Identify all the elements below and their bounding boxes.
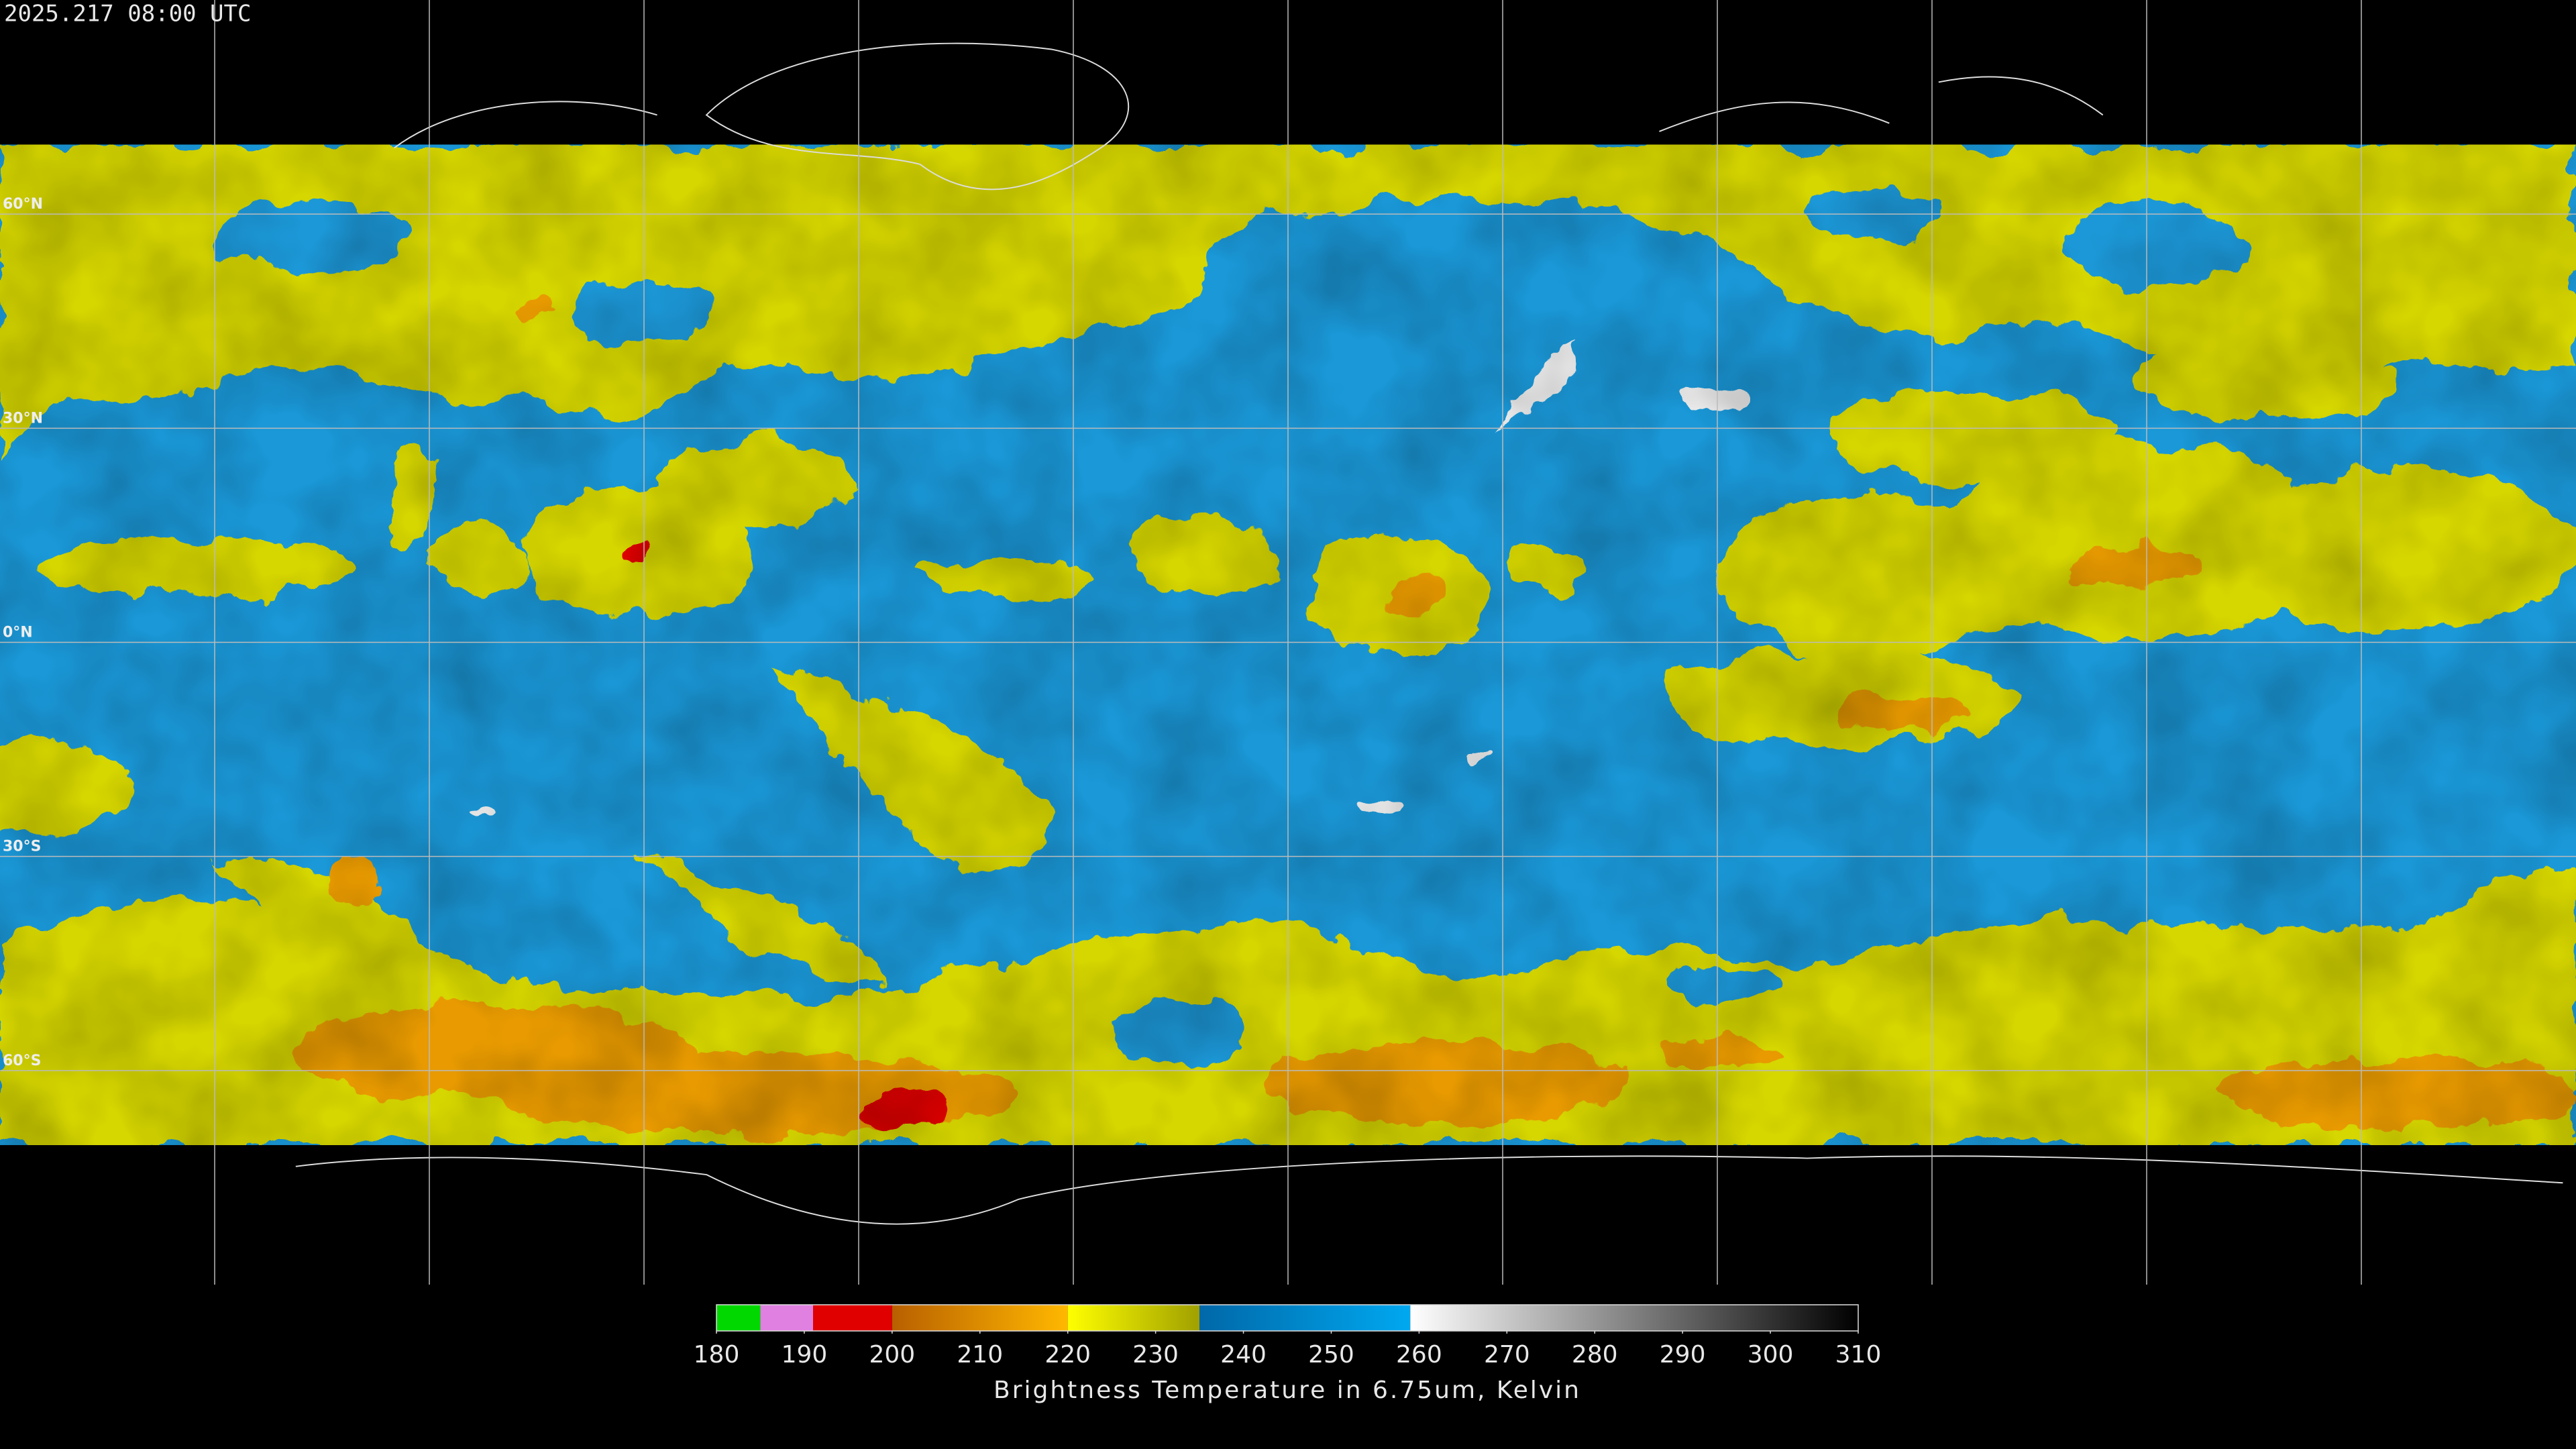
colorbar-segment [716,1305,761,1331]
lat-label: 30°N [3,410,43,427]
colorbar-segment [760,1305,814,1331]
graticule: 60°N 30°N 0°N 30°S 60°S [0,0,2576,1285]
colorbar-tick-label: 270 [1484,1341,1530,1368]
colorbar-tick-label: 280 [1572,1341,1618,1368]
colorbar-segment [892,1305,1068,1331]
colorbar-segment [813,1305,892,1331]
colorbar-title: Brightness Temperature in 6.75um, Kelvin [994,1377,1581,1404]
colorbar-tick-label: 300 [1748,1341,1794,1368]
colorbar-tick-label: 210 [957,1341,1003,1368]
lat-label: 0°N [3,625,33,641]
timestamp: 2025.217 08:00 UTC [4,1,251,28]
lat-label: 60°N [3,196,43,213]
colorbar-tick-label: 190 [782,1341,828,1368]
colorbar-segment [1067,1305,1200,1331]
colorbar-tick-label: 180 [694,1341,740,1368]
colorbar-tick-label: 220 [1044,1341,1091,1368]
colorbar-tick-label: 260 [1396,1341,1442,1368]
colorbar-tick-label: 200 [869,1341,915,1368]
colorbar-frame [716,1304,1859,1332]
colorbar-tick-label: 290 [1660,1341,1706,1368]
lat-label: 60°S [3,1053,41,1069]
colorbar-tick-label: 310 [1835,1341,1882,1368]
colorbar-tick-label: 250 [1308,1341,1354,1368]
coastlines [295,42,2563,1225]
lat-label: 30°S [3,839,41,855]
colorbar-tick-label: 240 [1220,1341,1267,1368]
colorbar-segment [1410,1305,1858,1331]
colorbar-tick-label: 230 [1132,1341,1179,1368]
colorbar-segment [1199,1305,1411,1331]
colorbar: 180 190 200 210 220 230 240 250 260 270 280 290 300 3… [694,1304,1882,1368]
